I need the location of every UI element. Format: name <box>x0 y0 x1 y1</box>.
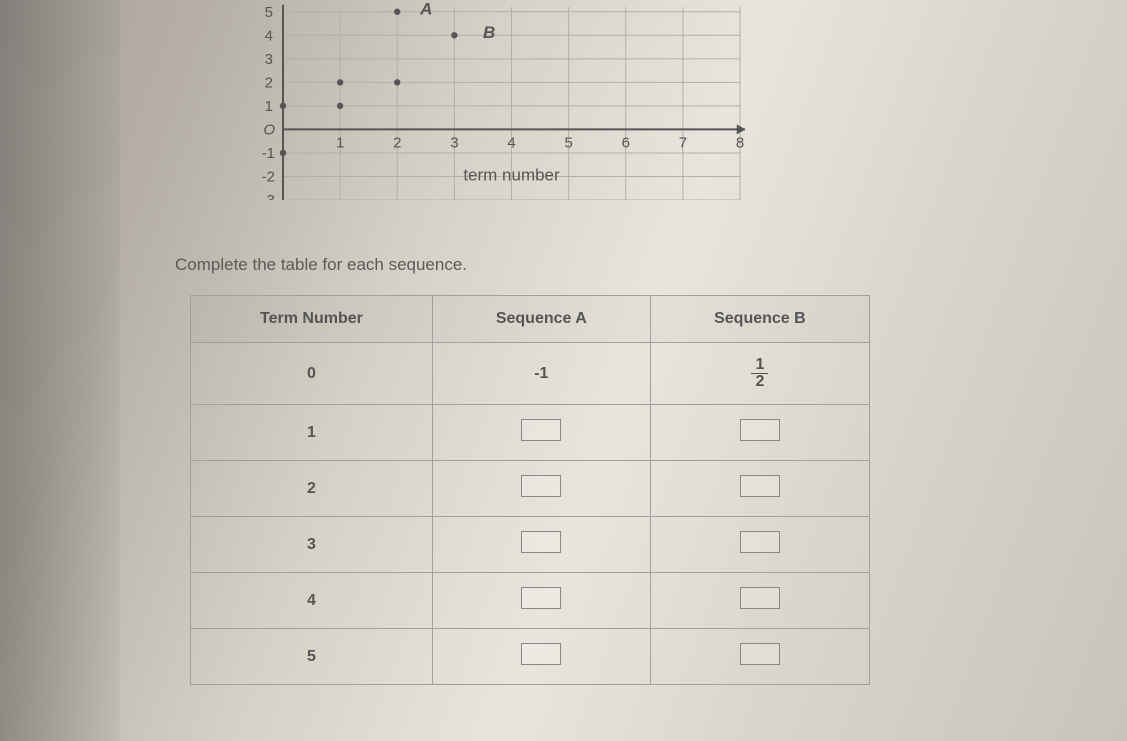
table: Term Number Sequence A Sequence B 0-1121… <box>190 295 870 685</box>
svg-text:1: 1 <box>265 98 273 115</box>
cell-term: 5 <box>191 629 433 685</box>
answer-input[interactable] <box>740 531 780 553</box>
col-term: Term Number <box>191 296 433 343</box>
table-row: 1 <box>191 405 870 461</box>
answer-input[interactable] <box>740 475 780 497</box>
col-seq-a: Sequence A <box>432 296 650 343</box>
cell-a <box>432 517 650 573</box>
cell-b <box>650 517 869 573</box>
cell-term: 4 <box>191 573 433 629</box>
cell-b <box>650 573 869 629</box>
svg-text:2: 2 <box>393 134 401 151</box>
answer-input[interactable] <box>521 587 561 609</box>
cell-a: -1 <box>432 343 650 405</box>
cell-a <box>432 405 650 461</box>
cell-term: 1 <box>191 405 433 461</box>
fraction: 12 <box>751 357 768 390</box>
answer-input[interactable] <box>521 419 561 441</box>
cell-a <box>432 629 650 685</box>
cell-a <box>432 461 650 517</box>
svg-text:4: 4 <box>507 134 515 151</box>
table-row: 3 <box>191 517 870 573</box>
svg-text:4: 4 <box>265 27 273 44</box>
svg-text:1: 1 <box>336 134 344 151</box>
svg-text:5: 5 <box>564 134 572 151</box>
answer-input[interactable] <box>521 643 561 665</box>
table-body: 0-11212345 <box>191 343 870 685</box>
sequence-table: Term Number Sequence A Sequence B 0-1121… <box>190 295 870 685</box>
table-row: 4 <box>191 573 870 629</box>
svg-text:-2: -2 <box>262 168 275 185</box>
chart-svg: 1 2 3 4 5 -1 -2 -3 O 1 2 3 4 5 6 7 8 term number A B <box>255 0 745 200</box>
svg-text:A: A <box>419 0 432 18</box>
svg-text:3: 3 <box>265 51 273 68</box>
table-row: 5 <box>191 629 870 685</box>
answer-input[interactable] <box>740 419 780 441</box>
cell-a <box>432 573 650 629</box>
answer-input[interactable] <box>521 475 561 497</box>
cell-b <box>650 461 869 517</box>
instruction-text: Complete the table for each sequence. <box>175 255 467 275</box>
svg-text:-1: -1 <box>262 145 275 162</box>
svg-text:3: 3 <box>450 134 458 151</box>
svg-text:-3: -3 <box>262 192 275 200</box>
svg-text:8: 8 <box>736 134 744 151</box>
cell-b <box>650 629 869 685</box>
answer-input[interactable] <box>740 643 780 665</box>
svg-text:5: 5 <box>265 4 273 21</box>
sequence-scatter-chart: 1 2 3 4 5 -1 -2 -3 O 1 2 3 4 5 6 7 8 term number A B <box>255 0 745 200</box>
answer-input[interactable] <box>740 587 780 609</box>
svg-text:term number: term number <box>463 165 560 184</box>
table-row: 2 <box>191 461 870 517</box>
cell-term: 3 <box>191 517 433 573</box>
table-row: 0-1 12 <box>191 343 870 405</box>
cell-term: 0 <box>191 343 433 405</box>
svg-text:B: B <box>483 23 495 42</box>
svg-text:O: O <box>263 121 275 138</box>
worksheet-page: 12345-1-2-3O12345678term numberAB Comple… <box>0 0 1127 741</box>
svg-text:6: 6 <box>622 134 630 151</box>
svg-text:2: 2 <box>265 74 273 91</box>
cell-b <box>650 405 869 461</box>
svg-text:7: 7 <box>679 134 687 151</box>
col-seq-b: Sequence B <box>650 296 869 343</box>
cell-term: 2 <box>191 461 433 517</box>
answer-input[interactable] <box>521 531 561 553</box>
cell-b: 12 <box>650 343 869 405</box>
